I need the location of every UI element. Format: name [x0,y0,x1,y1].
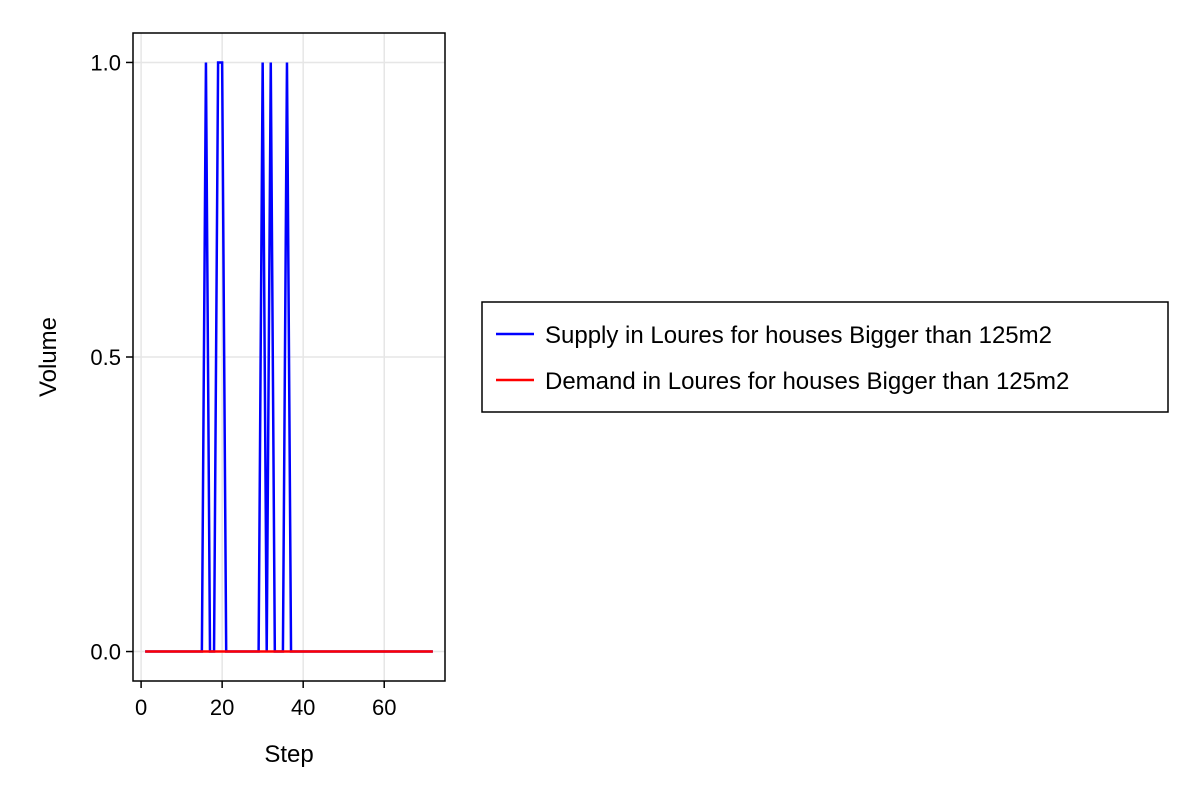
x-tick-label: 0 [135,695,147,720]
legend-box [481,301,1169,413]
axis-ticks: 0 20 40 60 0.0 0.5 1.0 [90,50,396,720]
x-tick-label: 60 [372,695,396,720]
legend: Supply in Loures for houses Bigger than … [481,301,1169,413]
y-tick-label: 1.0 [90,50,121,75]
x-axis-label: Step [264,741,313,768]
legend-label-supply: Supply in Loures for houses Bigger than … [545,322,1052,349]
y-tick-label: 0.0 [90,640,121,665]
legend-label-demand: Demand in Loures for houses Bigger than … [545,368,1069,395]
y-tick-label: 0.5 [90,345,121,370]
plot-area [145,61,433,653]
y-axis-label: Volume [35,317,62,397]
x-tick-label: 20 [210,695,234,720]
x-tick-label: 40 [291,695,315,720]
